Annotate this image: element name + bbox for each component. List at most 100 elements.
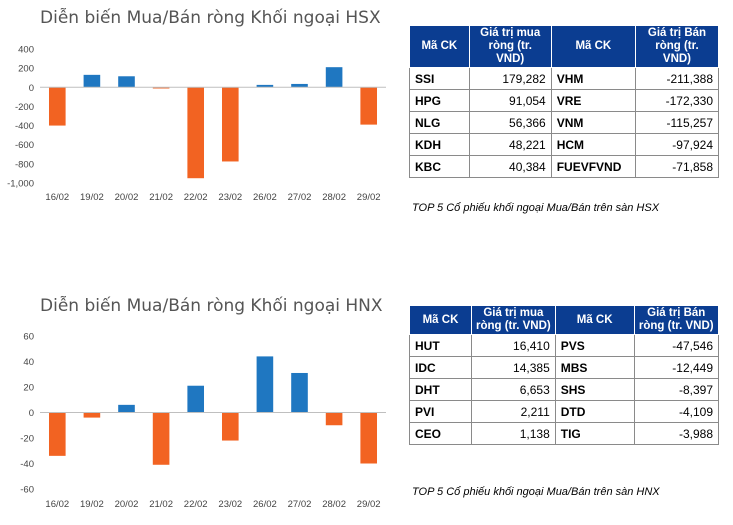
y-tick-label: -60: [20, 485, 34, 496]
net-buy-value-cell: 48,221: [468, 133, 552, 156]
buy-code-cell: KDH: [409, 133, 470, 156]
net-sell-value-cell: -71,858: [634, 155, 720, 178]
bar-29-02: [360, 87, 378, 125]
y-tick-label: 60: [23, 332, 34, 343]
sell-code-cell: VHM: [550, 67, 636, 90]
header-net-buy-value: Giá trị mua ròng (tr. VND): [468, 25, 552, 68]
y-tick-label: 20: [23, 383, 34, 394]
net-buy-value-cell: 1,138: [470, 422, 556, 445]
net-sell-value-cell: -97,924: [634, 133, 720, 156]
table-row: PVI 2,211 DTD -4,109: [409, 400, 720, 423]
x-tick-label: 26/02: [253, 499, 277, 510]
hsx-net-trade-chart: 400 200 0 -200 -400 -600 -800 -1,000 16/02 19/02 2…: [7, 45, 386, 203]
sell-code-cell: MBS: [554, 356, 635, 379]
net-buy-value-cell: 14,385: [470, 356, 556, 379]
sell-code-cell: FUEVFVND: [550, 155, 636, 178]
x-tick-label: 21/02: [149, 499, 173, 510]
net-buy-value-cell: 2,211: [470, 400, 556, 423]
hsx-chart-title: Diễn biến Mua/Bán ròng Khối ngoại HSX: [40, 8, 381, 28]
x-tick-label: 28/02: [322, 192, 346, 203]
net-buy-value-cell: 179,282: [468, 67, 552, 90]
buy-code-cell: IDC: [409, 356, 472, 379]
header-sell-code: Mã CK: [550, 25, 636, 68]
bar-16-02: [48, 87, 66, 126]
hsx-top5-table: Mã CK Giá trị mua ròng (tr. VND) Mã CK G…: [409, 25, 720, 178]
bar-22-02: [187, 87, 205, 179]
bar-28-02: [325, 412, 343, 426]
x-tick-label: 27/02: [288, 499, 312, 510]
bar-23-02: [221, 87, 239, 162]
hsx-table-caption: TOP 5 Cổ phiếu khối ngoại Mua/Bán trên s…: [412, 202, 660, 214]
net-sell-value-cell: -3,988: [633, 422, 720, 445]
sell-code-cell: PVS: [554, 334, 635, 357]
header-buy-code: Mã CK: [409, 25, 470, 68]
x-tick-label: 27/02: [288, 192, 312, 203]
net-buy-value-cell: 56,366: [468, 111, 552, 134]
buy-code-cell: CEO: [409, 422, 472, 445]
hnx-table-caption: TOP 5 Cổ phiếu khối ngoại Mua/Bán trên s…: [412, 486, 660, 498]
sell-code-cell: TIG: [554, 422, 635, 445]
net-sell-value-cell: -172,330: [634, 89, 720, 112]
sell-code-cell: HCM: [550, 133, 636, 156]
y-tick-label: -20: [20, 434, 34, 445]
table-header-row: Mã CK Giá trị mua ròng (tr. VND) Mã CK G…: [409, 305, 720, 335]
y-tick-label: 0: [29, 83, 34, 94]
hnx-net-trade-chart: 60 40 20 0 -20 -40 -60 16/02 19/02 20/02 21/02 22/0…: [20, 332, 386, 510]
net-sell-value-cell: -211,388: [634, 67, 720, 90]
table-row: SSI 179,282 VHM -211,388: [409, 67, 720, 90]
sell-code-cell: VRE: [550, 89, 636, 112]
x-tick-label: 22/02: [184, 499, 208, 510]
bar-16-02: [48, 412, 66, 456]
hnx-chart-title: Diễn biến Mua/Bán ròng Khối ngoại HNX: [40, 296, 383, 316]
x-tick-label: 16/02: [45, 192, 69, 203]
buy-code-cell: DHT: [409, 378, 472, 401]
table-header-row: Mã CK Giá trị mua ròng (tr. VND) Mã CK G…: [409, 25, 720, 68]
y-tick-label: 200: [18, 64, 34, 75]
bar-20-02: [118, 76, 135, 88]
table-row: NLG 56,366 VNM -115,257: [409, 111, 720, 134]
x-tick-label: 29/02: [357, 499, 381, 510]
table-row: DHT 6,653 SHS -8,397: [409, 378, 720, 401]
y-tick-label: -200: [15, 102, 34, 113]
bar-29-02: [360, 412, 378, 464]
net-buy-value-cell: 91,054: [468, 89, 552, 112]
y-tick-label: -1,000: [7, 179, 34, 190]
header-net-buy-value: Giá trị mua ròng (tr. VND): [470, 305, 556, 335]
buy-code-cell: HUT: [409, 334, 472, 357]
buy-code-cell: HPG: [409, 89, 470, 112]
header-sell-code: Mã CK: [554, 305, 635, 335]
sell-code-cell: DTD: [554, 400, 635, 423]
y-tick-label: 0: [29, 408, 34, 419]
bar-23-02: [221, 412, 239, 441]
bar-19-02: [83, 412, 101, 418]
header-net-sell-value: Giá trị Bán ròng (tr. VND): [634, 25, 720, 68]
bar-21-02: [152, 412, 170, 465]
table-row: KBC 40,384 FUEVFVND -71,858: [409, 155, 720, 178]
x-tick-label: 26/02: [253, 192, 277, 203]
buy-code-cell: PVI: [409, 400, 472, 423]
net-sell-value-cell: -4,109: [633, 400, 720, 423]
net-sell-value-cell: -115,257: [634, 111, 720, 134]
buy-code-cell: SSI: [409, 67, 470, 90]
bar-28-02: [325, 67, 343, 88]
bar-27-02: [291, 83, 308, 88]
y-tick-label: -800: [15, 159, 34, 170]
hnx-top5-table: Mã CK Giá trị mua ròng (tr. VND) Mã CK G…: [409, 305, 720, 445]
x-tick-label: 21/02: [149, 192, 173, 203]
x-tick-label: 20/02: [115, 499, 139, 510]
table-row: KDH 48,221 HCM -97,924: [409, 133, 720, 156]
bar-22-02: [187, 385, 205, 413]
header-buy-code: Mã CK: [409, 305, 472, 335]
y-tick-label: 400: [18, 45, 34, 56]
x-tick-label: 19/02: [80, 499, 104, 510]
y-tick-label: 40: [23, 357, 34, 368]
buy-code-cell: NLG: [409, 111, 470, 134]
sell-code-cell: VNM: [550, 111, 636, 134]
y-tick-label: -400: [15, 121, 34, 132]
x-tick-label: 23/02: [218, 192, 242, 203]
table-row: IDC 14,385 MBS -12,449: [409, 356, 720, 379]
header-net-sell-value: Giá trị Bán ròng (tr. VND): [633, 305, 720, 335]
x-tick-label: 23/02: [218, 499, 242, 510]
table-row: HPG 91,054 VRE -172,330: [409, 89, 720, 112]
bar-20-02: [118, 404, 135, 413]
